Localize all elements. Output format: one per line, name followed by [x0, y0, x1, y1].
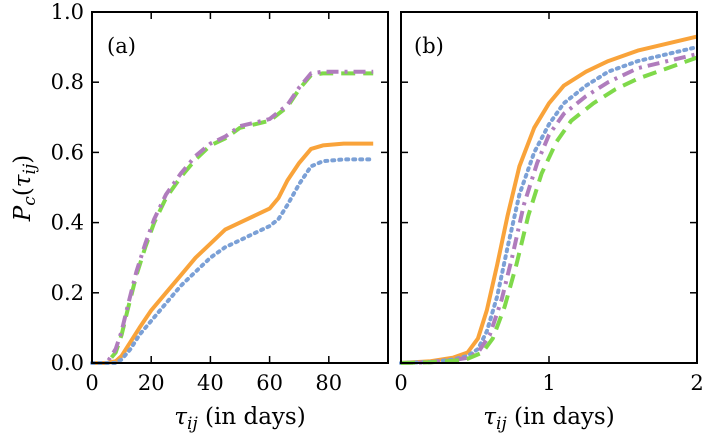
panel-a-label: (a): [107, 34, 136, 58]
x-tick-label: 20: [138, 371, 165, 395]
x-tick-label: 2: [690, 371, 703, 395]
panel-b-y-ticks: [401, 11, 697, 364]
series-line-blue-dotted: [399, 45, 699, 365]
y-tick-label: 0.6: [51, 140, 84, 164]
x-tick-label: 1: [542, 371, 555, 395]
x-tick-label: 80: [315, 371, 342, 395]
series-line-purple-dashdot: [92, 69, 374, 365]
series-line-purple-dashdot: [400, 52, 698, 365]
panel-b-curves: [399, 34, 699, 365]
x-tick-label: 60: [256, 371, 283, 395]
y-tick-label: 0.4: [51, 211, 84, 235]
panel-b-label: (b): [414, 34, 444, 58]
panel-a-x-ticks: 0 20 40 60 80: [85, 12, 342, 395]
y-tick-label: 0.8: [51, 70, 84, 94]
series-line-green-dashed: [92, 71, 374, 365]
y-tick-label: 0.0: [51, 351, 84, 375]
panel-a-frame: [91, 11, 389, 364]
panel-a-x-axis-title: τij (in days): [174, 404, 305, 434]
series-line-blue-dotted: [90, 157, 376, 365]
x-tick-label: 0: [85, 371, 98, 395]
y-tick-label: 0.2: [51, 281, 84, 305]
panel-b: 0 1 2 (b) τij (in days): [394, 11, 704, 434]
series-line-orange-solid: [400, 34, 698, 365]
panel-a: 0 20 40 60 80 0.0 0.2 0.4 0.6 0.8 1.0 (a) Pc(τij)…: [10, 0, 389, 434]
y-axis-title: Pc(τij): [10, 155, 40, 222]
series-line-orange-solid: [92, 141, 374, 365]
series-line-green-dashed: [400, 55, 698, 365]
panel-a-y-ticks: 0.0 0.2 0.4 0.6 0.8 1.0: [51, 0, 388, 375]
x-tick-label: 0: [394, 371, 407, 395]
y-tick-label: 1.0: [51, 0, 84, 24]
panel-a-curves: [90, 69, 376, 365]
panel-b-x-axis-title: τij (in days): [483, 404, 614, 434]
panel-b-x-ticks: 0 1 2: [394, 12, 704, 395]
x-tick-label: 40: [197, 371, 224, 395]
